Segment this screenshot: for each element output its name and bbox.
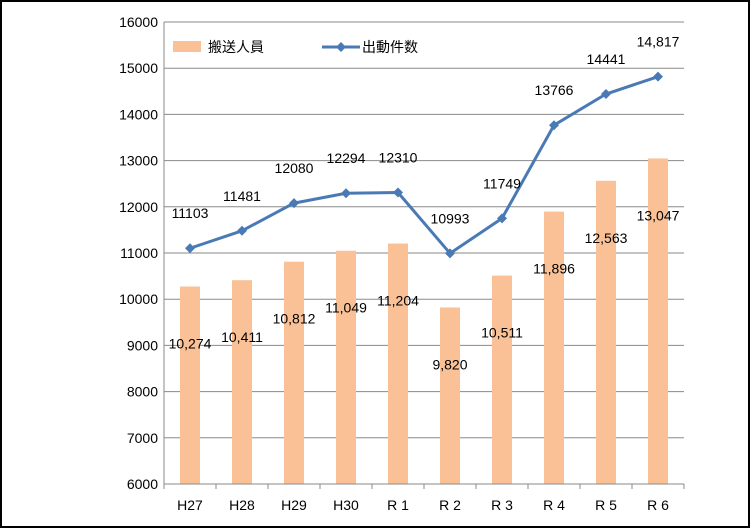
line-point [601, 89, 611, 100]
bar [388, 243, 408, 484]
line-data-label: 11749 [483, 175, 521, 191]
y-tick-label: 9000 [127, 337, 158, 353]
series-line [189, 75, 659, 255]
line-point [445, 248, 455, 259]
bar-data-label: 10,511 [481, 325, 523, 341]
line-data-label: 10993 [431, 210, 470, 226]
bar-data-label: 11,049 [325, 300, 367, 316]
bar-data-label: 11,204 [377, 293, 419, 309]
line-data-label: 13766 [535, 82, 574, 98]
line-point [289, 198, 299, 209]
x-tick-label: R 5 [595, 497, 617, 513]
y-tick-label: 6000 [127, 476, 158, 492]
line-point [497, 213, 507, 224]
y-tick-label: 11000 [120, 245, 158, 261]
bar-data-label: 13,047 [637, 207, 680, 223]
line-data-label: 14441 [587, 51, 626, 67]
x-tick-label: H30 [333, 497, 359, 513]
x-tick-label: R 4 [543, 497, 565, 513]
y-tick-label: 10000 [119, 291, 158, 307]
x-tick-label: H27 [177, 497, 203, 513]
line-point [393, 187, 403, 198]
x-tick-label: R 6 [647, 497, 669, 513]
y-tick-label: 13000 [119, 153, 158, 169]
bar [544, 211, 564, 484]
line-data-label: 12080 [275, 160, 314, 176]
x-tick-label: R 1 [387, 497, 409, 513]
y-tick-label: 7000 [127, 430, 158, 446]
bar [492, 275, 512, 484]
bar-data-label: 10,812 [273, 311, 316, 327]
x-tick-label: R 2 [439, 497, 461, 513]
line-point [185, 243, 195, 254]
y-axis: 6000 7000 8000 9000 10000 11000 12000 13000 1400… [119, 14, 165, 492]
line-point [237, 225, 247, 236]
line-series [185, 71, 663, 259]
line-data-label: 14,817 [637, 34, 680, 50]
legend-line-label: 出動件数 [362, 40, 418, 56]
line-point [653, 71, 663, 82]
bar-data-label: 10,274 [169, 336, 212, 352]
bar [336, 250, 356, 484]
line-data-label: 12294 [327, 150, 366, 166]
x-tick-label: R 3 [491, 497, 513, 513]
line-data-label: 12310 [379, 149, 418, 165]
bar-data-label: 11,896 [533, 261, 575, 277]
line-data-label: 11103 [172, 205, 209, 221]
legend-bar-swatch [173, 41, 201, 52]
bar [440, 307, 460, 484]
data-labels: 10,274 10,411 10,812 11,049 11,204 9,820 10,51… [169, 34, 680, 373]
bar [648, 158, 668, 485]
bar-data-label: 12,563 [585, 230, 628, 246]
y-tick-label: 14000 [119, 106, 158, 122]
bar [232, 280, 252, 484]
x-tick-label: H28 [229, 497, 255, 513]
x-axis: H27 H28 H29 H30 R 1 R 2 R 3 R 4 R 5 R 6 [163, 483, 685, 513]
bar-data-label: 9,820 [432, 357, 467, 373]
y-tick-label: 15000 [119, 60, 158, 76]
bar [596, 180, 616, 484]
y-tick-label: 8000 [127, 384, 158, 400]
line-point [341, 188, 351, 199]
x-tick-label: H29 [281, 497, 307, 513]
legend-bar-label: 搬送人員 [208, 40, 264, 56]
bar [284, 261, 304, 484]
line-data-label: 11481 [223, 188, 261, 204]
bar-data-label: 10,411 [221, 329, 263, 345]
legend-line-marker [336, 42, 346, 52]
line-point [549, 120, 559, 131]
bar-series [180, 158, 668, 485]
bar [180, 286, 200, 484]
y-tick-label: 12000 [119, 199, 158, 215]
y-tick-label: 16000 [119, 14, 158, 30]
legend: 搬送人員 出動件数 [173, 40, 418, 56]
